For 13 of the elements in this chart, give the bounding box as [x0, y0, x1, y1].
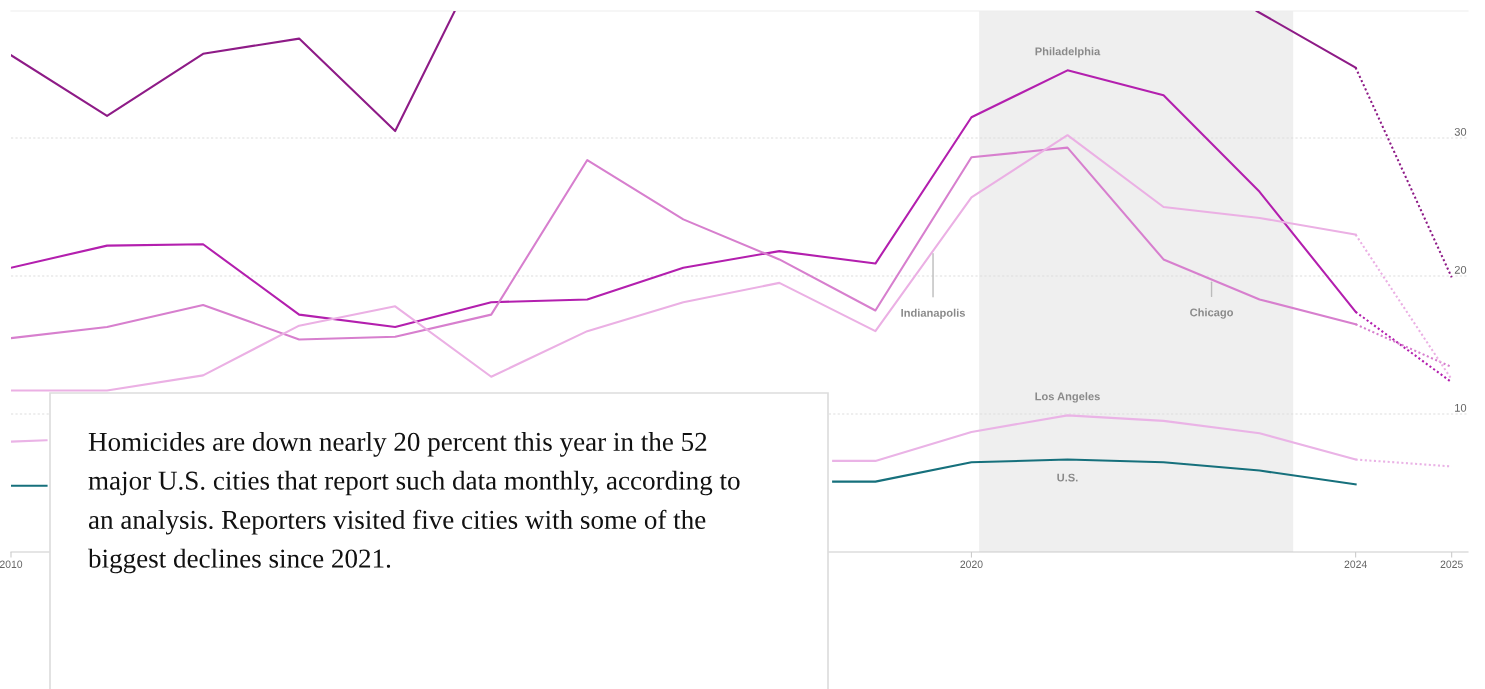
y-tick-label: 10	[1455, 403, 1467, 412]
series-label: Chicago	[1190, 308, 1234, 319]
y-tick-label: 20	[1454, 265, 1467, 274]
annotation: Homicides are down nearly 20 percent this year in the 52 major U.S. cities that report such data monthly, according to an analysis. Reporters visited five cities with some of the biggest declines since 2021.	[88, 432, 740, 574]
x-tick-label: 2024	[1344, 560, 1367, 568]
series-label: U.S.	[1057, 473, 1078, 482]
y-tick-label: 30	[1454, 127, 1467, 136]
series-label: Indianapolis	[901, 308, 965, 320]
x-tick-label: 2025	[1440, 560, 1463, 568]
series-label: Philadelphia	[1035, 47, 1101, 58]
x-tick-label: 2010	[0, 560, 23, 568]
series-label: Los Angeles	[1035, 392, 1100, 403]
x-tick-label: 2020	[960, 560, 983, 568]
